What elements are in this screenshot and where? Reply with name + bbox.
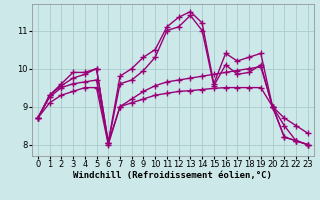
X-axis label: Windchill (Refroidissement éolien,°C): Windchill (Refroidissement éolien,°C) <box>73 171 272 180</box>
